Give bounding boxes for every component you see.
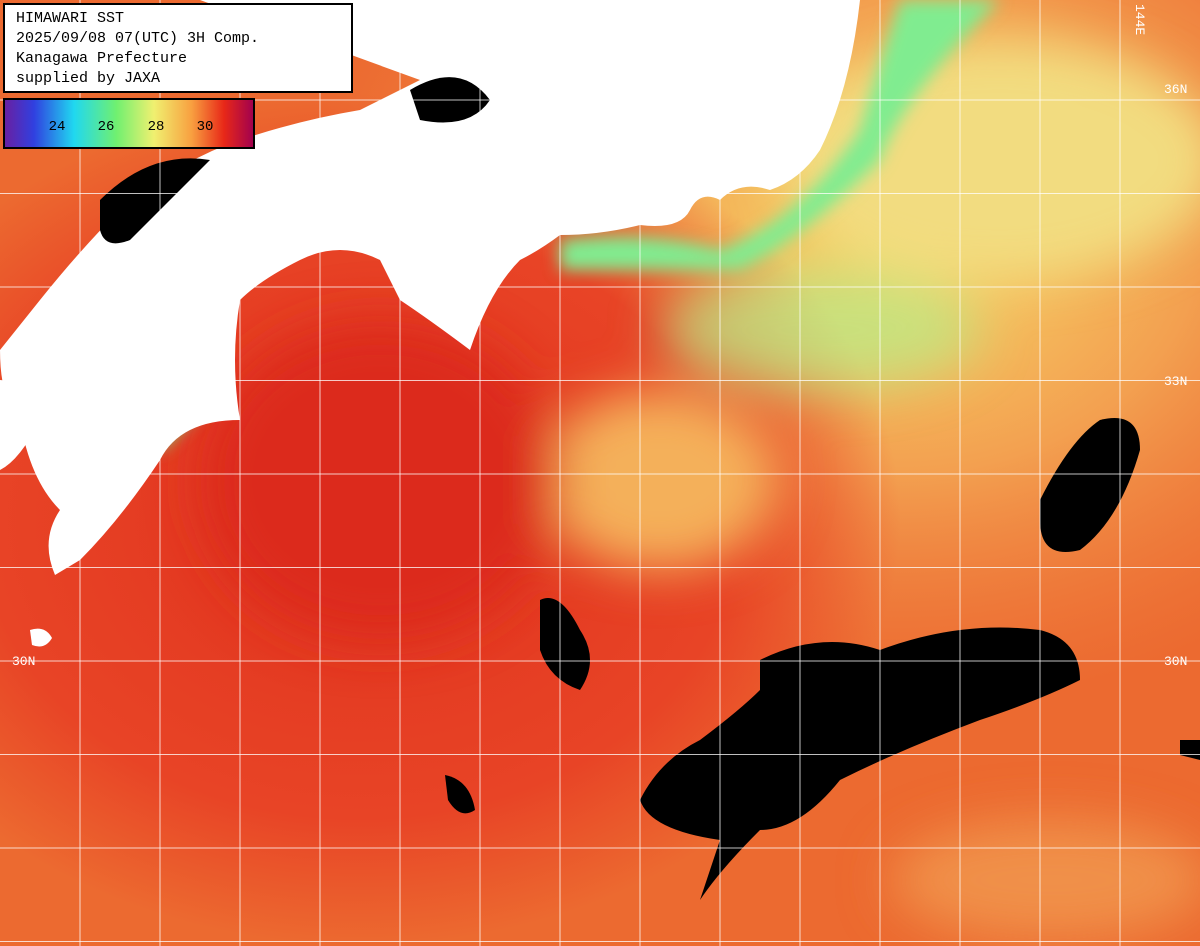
legend-tick: 28 bbox=[148, 119, 165, 135]
legend-tick: 26 bbox=[98, 119, 115, 135]
lat-label: 30N bbox=[1164, 654, 1187, 669]
lat-label: 30N bbox=[12, 654, 35, 669]
header-line: Kanagawa Prefecture bbox=[16, 50, 187, 67]
header-line: HIMAWARI SST bbox=[16, 10, 124, 27]
lon-label: 144E bbox=[1132, 4, 1147, 35]
legend-tick: 30 bbox=[197, 119, 214, 135]
lat-label: 36N bbox=[1164, 82, 1187, 97]
header-line: supplied by JAXA bbox=[16, 70, 160, 87]
color-bar bbox=[3, 98, 255, 149]
grid-labels: 144E 36N 33N 30N 30N bbox=[12, 4, 1187, 669]
header-background bbox=[3, 3, 353, 93]
lat-label: 33N bbox=[1164, 374, 1187, 389]
header-box: HIMAWARI SST 2025/09/08 07(UTC) 3H Comp.… bbox=[3, 3, 353, 93]
color-legend: 24 26 28 30 bbox=[3, 98, 255, 149]
header-line: 2025/09/08 07(UTC) 3H Comp. bbox=[16, 30, 259, 47]
legend-tick: 24 bbox=[49, 119, 66, 135]
clouds bbox=[100, 77, 1200, 900]
